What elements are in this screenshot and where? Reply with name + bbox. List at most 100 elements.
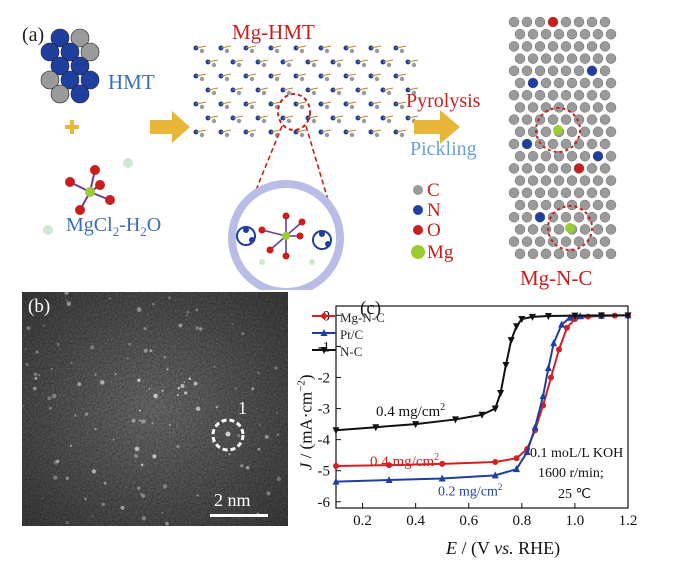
lattice-atom [508, 65, 520, 77]
lattice-atom [540, 175, 552, 186]
crystal-bond [407, 59, 419, 63]
panel-c-tag: (c) [360, 298, 382, 319]
x-tick-label: 0.2 [353, 513, 372, 529]
lattice-atom [553, 29, 565, 40]
crystal-c [211, 62, 217, 68]
series-line-0 [335, 314, 629, 468]
lattice-atom [527, 53, 539, 64]
crystal-bond [395, 73, 407, 77]
lattice-atom [521, 211, 533, 223]
mg-site-marker [535, 107, 581, 153]
lattice-atom [508, 114, 520, 125]
y-tick-label: -2 [318, 370, 331, 386]
x-tick-label: 0.6 [459, 513, 478, 529]
lattice-atom [573, 211, 585, 223]
series-point-1 [544, 364, 552, 372]
lattice-atom [547, 187, 559, 199]
lattice-atom [605, 248, 617, 260]
o-atom [296, 232, 304, 240]
crystal-bond [220, 101, 232, 105]
legend-n-label: N [427, 200, 441, 221]
lattice-atom [586, 65, 598, 77]
crystal-bond [245, 73, 257, 77]
crystal-bond [195, 129, 207, 133]
lattice-atom [592, 53, 604, 64]
lattice-atom [566, 248, 578, 260]
crystal-c [199, 48, 205, 54]
lattice-atom [540, 53, 552, 64]
lattice-atom [592, 175, 604, 186]
lattice-atom [553, 150, 565, 162]
hmt-atom [40, 70, 60, 90]
crystal-bond [220, 129, 232, 133]
series-point-1 [566, 313, 574, 321]
panel-b-tag: (b) [28, 296, 51, 317]
hmt-atom [70, 84, 90, 104]
x-axis-label: E / (V vs. RHE) [446, 538, 561, 558]
crystal-bond [295, 45, 307, 49]
crystal-c [286, 118, 292, 124]
lattice-atom [579, 150, 591, 162]
mg-hmt-title: Mg-HMT [232, 20, 315, 44]
crystal-c [361, 90, 367, 96]
hmt-atom [60, 70, 80, 90]
series-point-2 [528, 313, 536, 321]
condition-koh: 0.1 moL/L KOH [530, 446, 624, 461]
panel-a: (a) HMT MgCl2-H2O Mg-HMT Pyrolysis Pickl… [22, 16, 617, 296]
lattice-atom [514, 102, 526, 113]
lattice-atom [586, 41, 598, 52]
series-point-2 [507, 337, 515, 345]
series-point-2 [491, 405, 499, 413]
lattice-atom [579, 224, 591, 235]
h-atom [259, 259, 265, 265]
panel-c-chart: 0.20.40.60.81.01.20-1-2-3-4-5-6 (c) Mg-N… [296, 292, 680, 560]
legend-mg-label: Mg [427, 242, 454, 263]
crystal-c [261, 90, 267, 96]
crystal-c [386, 62, 392, 68]
crystal-bond [195, 101, 207, 105]
y-axis-label: J / (mA·cm−2) [295, 374, 316, 471]
scale-bar [210, 514, 268, 517]
o-atom [266, 246, 274, 254]
series-point-1 [491, 471, 499, 479]
crystal-c [249, 76, 255, 82]
lattice-atom [592, 102, 604, 113]
lattice-atom [605, 102, 617, 113]
crystal-bond [382, 115, 394, 119]
lattice-atom [508, 163, 520, 174]
mg-atom [85, 187, 95, 197]
lattice-atom [534, 187, 546, 199]
lattice-atom [547, 41, 559, 52]
lattice-atom [592, 224, 604, 235]
crystal-c [211, 90, 217, 96]
lattice-atom [521, 65, 533, 77]
series-point-0 [439, 460, 446, 467]
o-atom [258, 226, 266, 234]
crystal-bond [395, 101, 407, 105]
crystal-c [211, 118, 217, 124]
crystal-bond [257, 87, 269, 91]
lattice-atom [521, 114, 533, 125]
crystal-bond [207, 59, 219, 63]
crystal-c [224, 132, 230, 138]
crystal-bond [232, 59, 244, 63]
series-point-2 [544, 312, 552, 320]
series-line-2 [335, 314, 628, 432]
lattice-atom [560, 65, 572, 77]
crystal-c [324, 76, 330, 82]
crystal-c [411, 62, 417, 68]
lattice-atom [599, 138, 611, 150]
lattice-atom [527, 29, 539, 40]
lattice-atom [566, 126, 578, 138]
crystal-c [399, 104, 405, 110]
lattice-atom [592, 29, 604, 40]
crystal-c [299, 76, 305, 82]
crystal-c [224, 104, 230, 110]
lattice-atom [534, 211, 546, 223]
n-atom [319, 231, 325, 237]
crystal-bond [307, 115, 319, 119]
zoom-line-left [251, 125, 283, 201]
lattice-atom [573, 41, 585, 52]
crystal-bond [320, 73, 332, 77]
lattice-atom [514, 224, 526, 235]
